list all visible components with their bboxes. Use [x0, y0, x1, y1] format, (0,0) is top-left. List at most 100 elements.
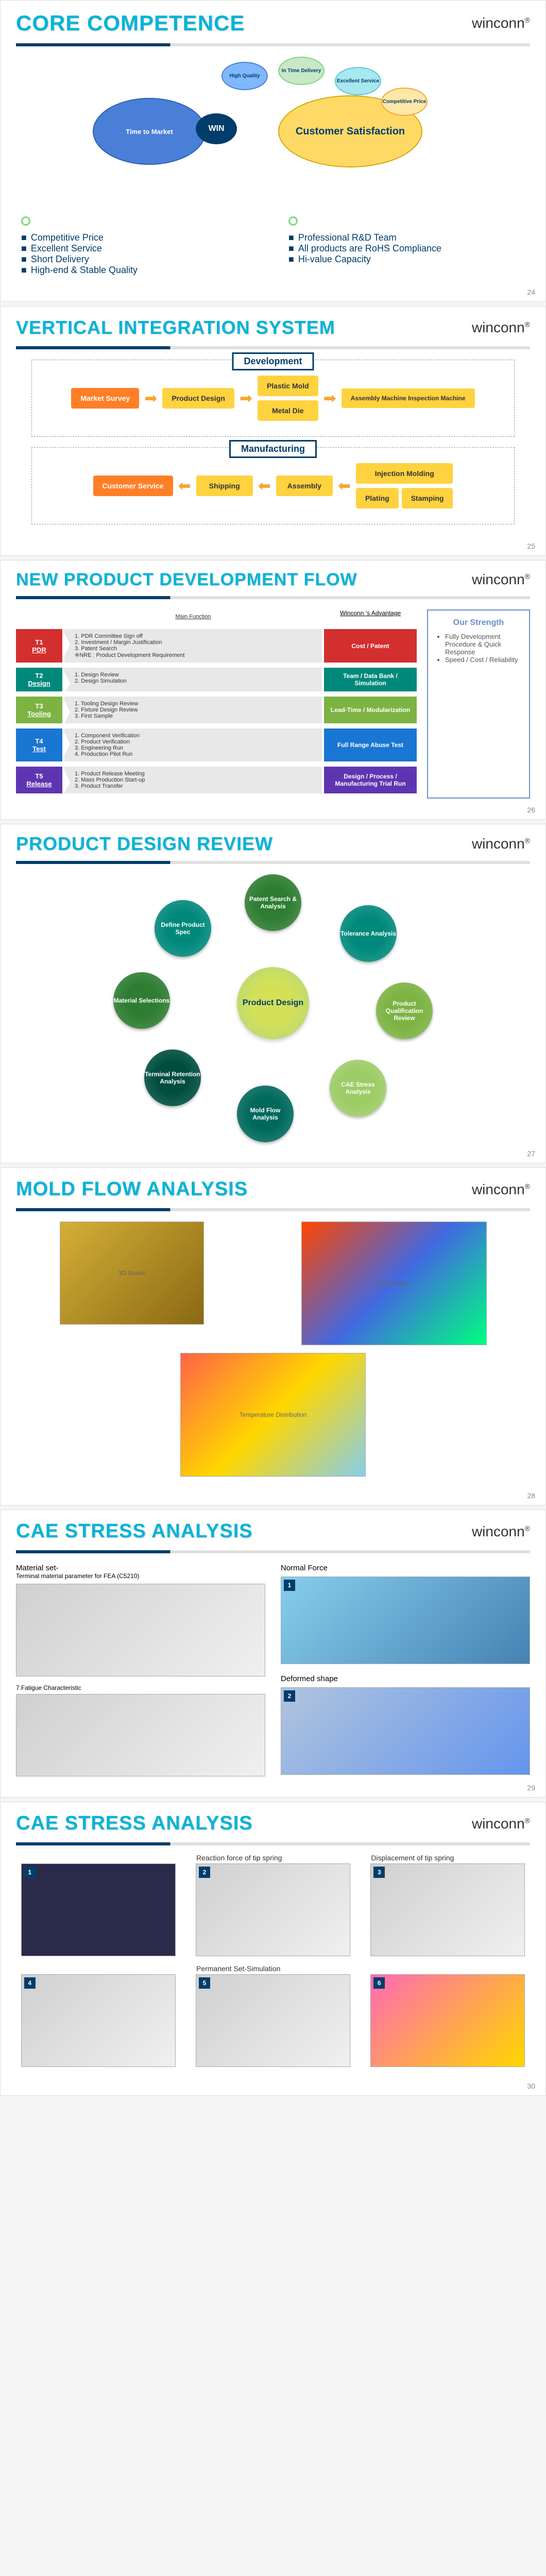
slide-core-competence: CORE COMPETENCE winconn® Customer Satisf… — [0, 0, 546, 302]
npd-container: Main Function Winconn 's Advantage T1 PD… — [16, 609, 530, 799]
hub-center: Product Design — [237, 967, 309, 1039]
section-title: Development — [232, 352, 314, 370]
section-title: Manufacturing — [229, 440, 317, 458]
bullet-list-right: Professional R&D Team All products are R… — [288, 232, 525, 265]
npd-stage: T2 Design — [16, 668, 62, 691]
slide-title: VERTICAL INTEGRATION SYSTEM — [16, 317, 335, 338]
divider — [16, 1550, 530, 1553]
strength-box: Our Strength Fully Development Procedure… — [427, 609, 530, 799]
hub-node: CAE Stress Analysis — [330, 1060, 386, 1116]
npd-advantage: Cost / Patent — [324, 629, 417, 663]
slide-cae-2: CAE STRESS ANALYSIS winconn® 1 Reaction … — [0, 1802, 546, 2096]
slide-header: CAE STRESS ANALYSIS winconn® — [16, 1812, 530, 1835]
npd-main: 1. Component Verification2. Product Veri… — [64, 728, 322, 761]
npd-row: T2 Design 1. Design Review2. Design Simu… — [16, 668, 417, 691]
box-plating: Plating — [356, 488, 399, 509]
screenshot-6: 6 — [370, 1974, 525, 2067]
screenshot-deformed: 2 — [281, 1687, 530, 1775]
npd-row: T1 PDR 1. PDR Committee Sign off2. Inves… — [16, 629, 417, 663]
npd-row: T5 Release 1. Product Release Meeting2. … — [16, 767, 417, 793]
slide-header: PRODUCT DESIGN REVIEW winconn® — [16, 835, 530, 853]
slide-header: NEW PRODUCT DEVELOPMENT FLOW winconn® — [16, 571, 530, 588]
shot-label: Displacement of tip spring — [371, 1854, 454, 1862]
oval-high-quality: High Quality — [221, 62, 268, 90]
shot-row-2: 4 Permanent Set-Simulation5 6 — [16, 1974, 530, 2067]
arrow-icon: ⬅ — [258, 477, 271, 495]
divider — [16, 43, 530, 46]
page-number: 30 — [527, 2082, 535, 2090]
divider — [16, 346, 530, 349]
slide-title: NEW PRODUCT DEVELOPMENT FLOW — [16, 571, 357, 588]
shot-label: Permanent Set-Simulation — [196, 1964, 280, 1973]
header-adv: Winconn 's Advantage — [324, 609, 417, 624]
box-injection: Injection Molding — [356, 463, 453, 484]
screenshot-fill: Fill Analysis — [301, 1222, 487, 1345]
oval-win: WIN — [196, 113, 237, 144]
box-stamping: Stamping — [402, 488, 453, 509]
arrow-icon: ➡ — [323, 389, 336, 408]
brand: winconn® — [472, 1523, 530, 1540]
page-number: 27 — [527, 1149, 535, 1158]
shot-number: 3 — [373, 1867, 385, 1878]
bullet-item: High-end & Stable Quality — [21, 265, 258, 276]
label-deformed: Deformed shape — [281, 1674, 530, 1683]
bullets-right: Professional R&D Team All products are R… — [283, 211, 530, 281]
development-section: Development Market Survey ➡ Product Desi… — [31, 360, 515, 437]
screenshot-1: 1 — [21, 1863, 176, 1956]
npd-row: T4 Test 1. Component Verification2. Prod… — [16, 728, 417, 761]
hub-node: Terminal Retention Analysis — [144, 1049, 201, 1106]
shot-row: Temperature Distribution — [16, 1353, 530, 1477]
left-col: Material set- Terminal material paramete… — [16, 1564, 265, 1776]
npd-advantage: Team / Data Bank / Simulation — [324, 668, 417, 691]
label-normal: Normal Force — [281, 1564, 530, 1572]
strength-list: Fully Development Procedure & Quick Resp… — [436, 633, 521, 664]
slide-title: PRODUCT DESIGN REVIEW — [16, 835, 273, 853]
bullet-list-left: Competitive Price Excellent Service Shor… — [21, 232, 258, 276]
screenshot-temp: Temperature Distribution — [180, 1353, 366, 1477]
divider — [16, 596, 530, 599]
page-number: 28 — [527, 1492, 535, 1500]
venn-diagram: Customer Satisfaction Time to Market WIN… — [93, 57, 453, 201]
slide-title: CAE STRESS ANALYSIS — [16, 1520, 253, 1543]
bullets-row: Competitive Price Excellent Service Shor… — [16, 211, 530, 281]
brand: winconn® — [472, 15, 530, 31]
box-assembly: Assembly — [276, 476, 333, 496]
header-main: Main Function — [64, 609, 322, 624]
cae-content: Material set- Terminal material paramete… — [16, 1564, 530, 1776]
brand: winconn® — [472, 836, 530, 852]
oval-time-to-market: Time to Market — [93, 98, 206, 165]
slide-title: CAE STRESS ANALYSIS — [16, 1812, 253, 1835]
arrow-icon: ⬅ — [338, 477, 351, 495]
arrow-icon: ➡ — [144, 389, 157, 408]
label-material-sub: Terminal material parameter for FEA (C52… — [16, 1572, 265, 1580]
shot-number: 2 — [199, 1867, 210, 1878]
strength-title: Our Strength — [436, 618, 521, 628]
dot-icon — [288, 216, 298, 226]
npd-main: 1. PDR Committee Sign off2. Investment /… — [64, 629, 322, 663]
bullet-item: Hi-value Capacity — [288, 254, 525, 265]
npd-main: 1. Tooling Design Review2. Fixture Desig… — [64, 697, 322, 723]
page-number: 26 — [527, 806, 535, 814]
brand: winconn® — [472, 1816, 530, 1832]
npd-row: T3 Tooling 1. Tooling Design Review2. Fi… — [16, 697, 417, 723]
box-market-survey: Market Survey — [71, 388, 139, 409]
shot-row: 3D Model Fill Analysis — [16, 1222, 530, 1345]
slide-title: CORE COMPETENCE — [16, 11, 245, 36]
stage-name: Test — [32, 745, 46, 753]
stage-code: T1 — [35, 638, 43, 646]
box-plastic-mold: Plastic Mold — [258, 376, 318, 396]
arrow-icon: ➡ — [240, 389, 252, 408]
box-shipping: Shipping — [196, 476, 253, 496]
npd-stage: T3 Tooling — [16, 697, 62, 723]
stage-name: Design — [28, 680, 50, 687]
npd-main: 1. Product Release Meeting2. Mass Produc… — [64, 767, 322, 793]
label-material: Material set- — [16, 1564, 265, 1572]
flow-row: Customer Service ⬅ Shipping ⬅ Assembly ⬅… — [42, 463, 504, 509]
stage-code: T4 — [35, 737, 43, 745]
brand: winconn® — [472, 571, 530, 588]
shot-number: 4 — [24, 1977, 36, 1989]
brand: winconn® — [472, 319, 530, 336]
divider — [16, 861, 530, 864]
dot-icon — [21, 216, 30, 226]
hub-node: Material Selections — [113, 972, 170, 1029]
